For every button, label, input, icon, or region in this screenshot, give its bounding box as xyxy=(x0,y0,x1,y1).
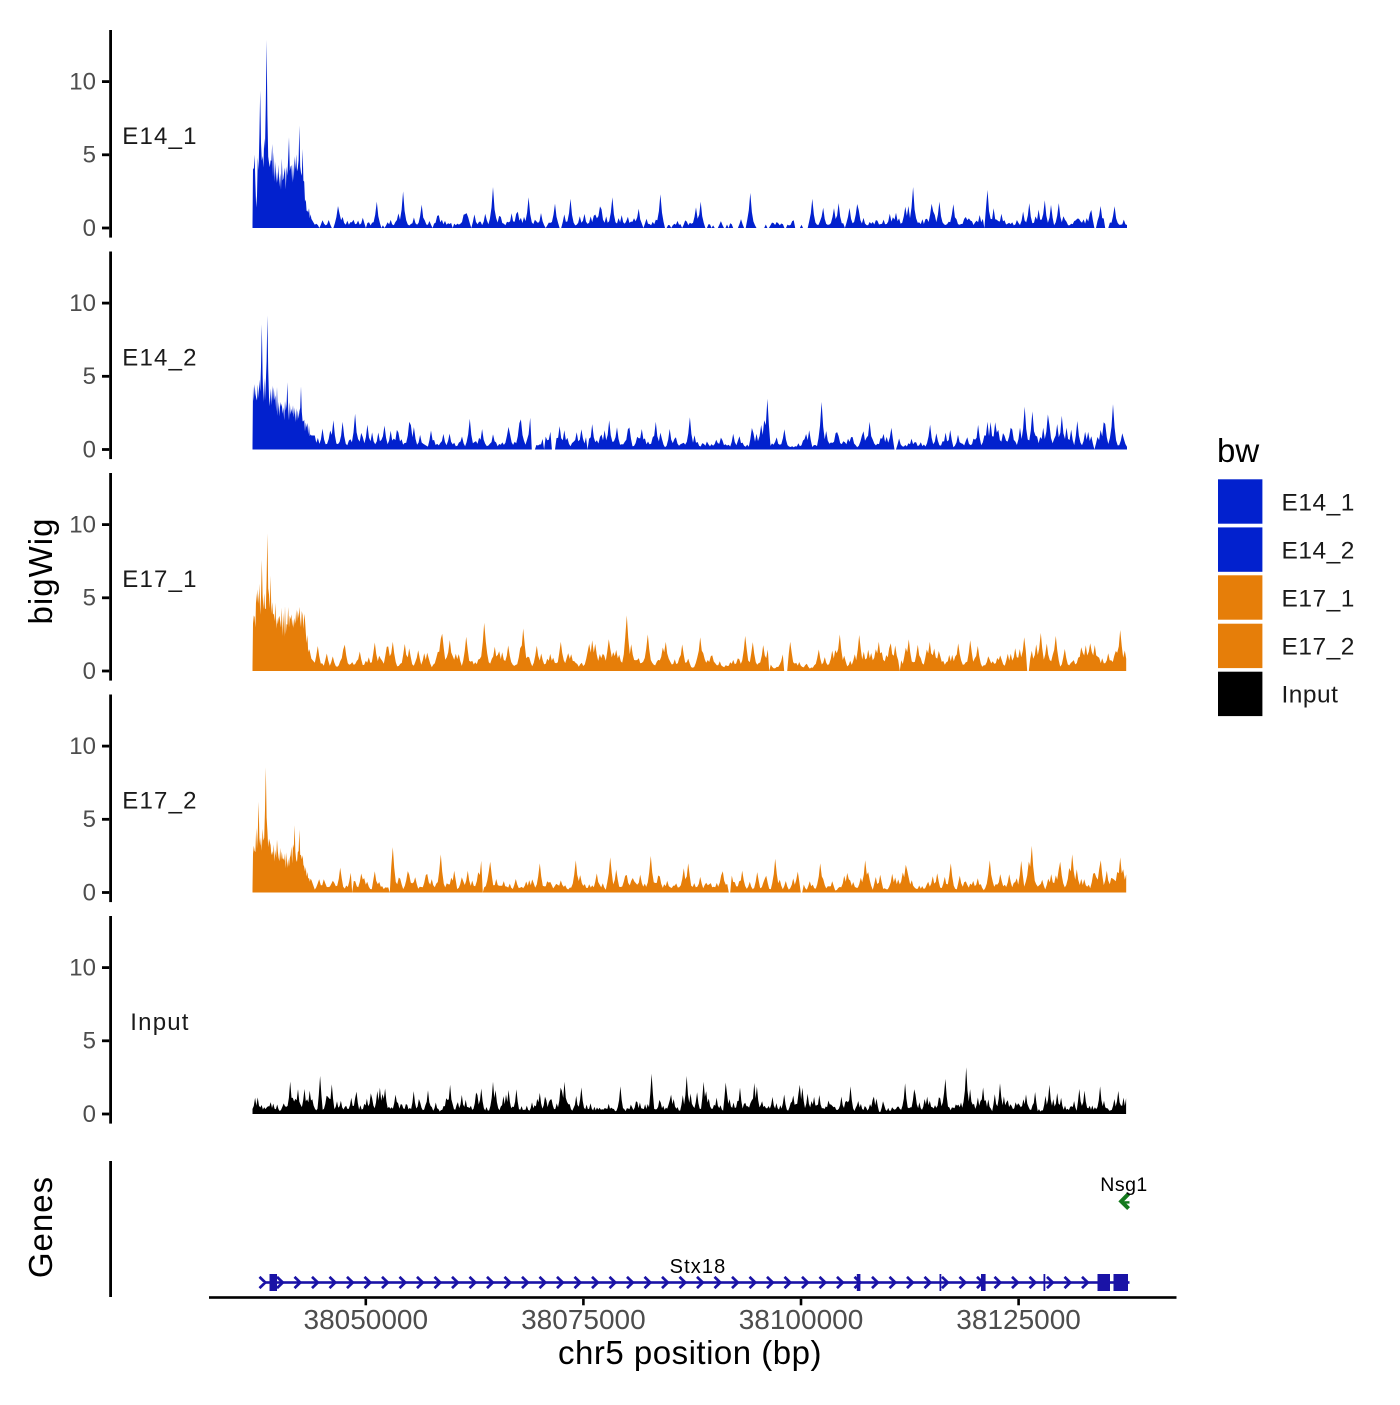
svg-text:0: 0 xyxy=(83,215,96,242)
svg-text:10: 10 xyxy=(69,290,96,317)
svg-text:Stx18: Stx18 xyxy=(670,1256,727,1278)
svg-text:38125000: 38125000 xyxy=(956,1304,1081,1335)
svg-text:E17_2: E17_2 xyxy=(1282,634,1355,661)
svg-text:38050000: 38050000 xyxy=(304,1304,429,1335)
svg-text:E17_2: E17_2 xyxy=(122,788,197,815)
svg-text:0: 0 xyxy=(83,879,96,906)
svg-text:0: 0 xyxy=(83,658,96,685)
svg-text:bigWig: bigWig xyxy=(22,518,59,625)
svg-text:38100000: 38100000 xyxy=(739,1304,864,1335)
svg-text:E17_1: E17_1 xyxy=(122,566,197,593)
svg-text:10: 10 xyxy=(69,512,96,539)
svg-text:Input: Input xyxy=(130,1009,189,1036)
svg-text:10: 10 xyxy=(69,955,96,982)
svg-text:38075000: 38075000 xyxy=(521,1304,646,1335)
svg-text:bw: bw xyxy=(1217,432,1259,469)
svg-text:0: 0 xyxy=(83,436,96,463)
svg-text:5: 5 xyxy=(83,585,96,612)
svg-text:chr5 position (bp): chr5 position (bp) xyxy=(558,1334,822,1371)
svg-text:0: 0 xyxy=(83,1101,96,1128)
svg-text:E17_1: E17_1 xyxy=(1282,585,1355,612)
svg-text:E14_2: E14_2 xyxy=(1282,537,1355,564)
svg-text:5: 5 xyxy=(83,806,96,833)
svg-text:E14_2: E14_2 xyxy=(122,345,197,372)
svg-text:5: 5 xyxy=(83,142,96,169)
svg-text:E14_1: E14_1 xyxy=(122,123,197,150)
svg-text:10: 10 xyxy=(69,69,96,96)
svg-text:5: 5 xyxy=(83,1028,96,1055)
svg-text:E14_1: E14_1 xyxy=(1282,489,1355,516)
svg-text:Genes: Genes xyxy=(22,1176,59,1278)
svg-text:10: 10 xyxy=(69,733,96,760)
svg-text:5: 5 xyxy=(83,363,96,390)
svg-text:Input: Input xyxy=(1282,682,1339,709)
svg-text:Nsg1: Nsg1 xyxy=(1100,1174,1148,1196)
